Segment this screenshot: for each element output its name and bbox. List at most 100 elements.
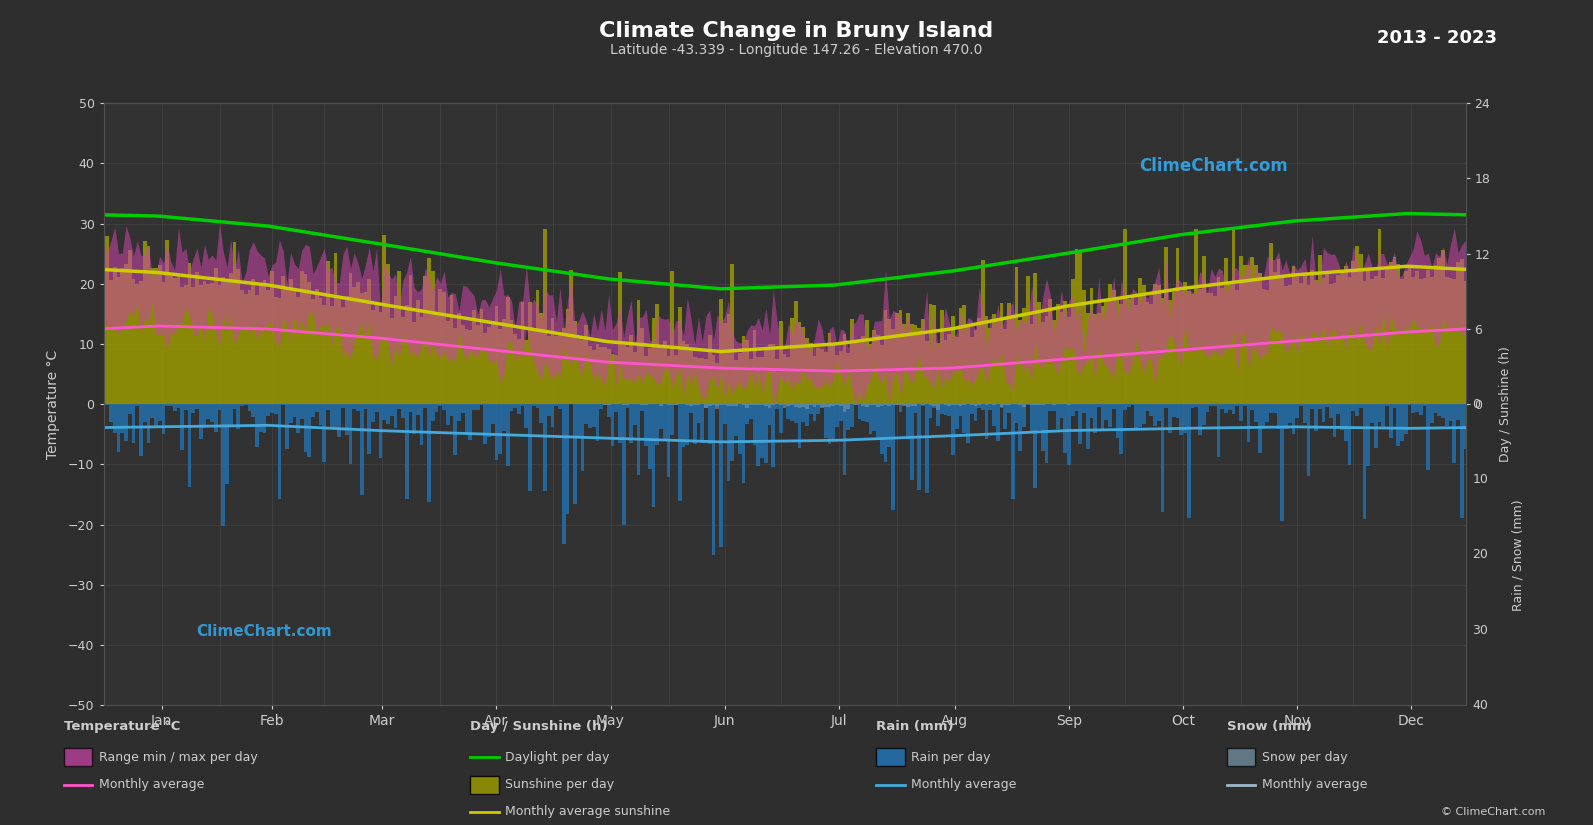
Bar [1356,404,1359,416]
Bar [1161,404,1164,512]
Bar [604,404,607,405]
Bar [196,404,199,408]
Bar [1018,404,1023,450]
Bar [1265,404,1270,422]
Bar [585,326,588,404]
Bar [992,404,996,405]
Bar [483,332,487,404]
Bar [1231,230,1236,404]
Bar [1142,285,1145,404]
Bar [621,404,626,525]
Bar [1317,256,1322,404]
Bar [1231,404,1236,414]
Bar [196,272,199,404]
Bar [1392,257,1397,404]
Bar [679,307,682,404]
Bar [959,308,962,404]
Bar [1086,404,1090,449]
Bar [1000,303,1004,404]
Bar [965,404,970,443]
Bar [386,404,390,423]
Bar [1262,404,1265,428]
Bar [693,357,696,404]
Bar [143,241,147,404]
Bar [1295,404,1298,418]
Bar [424,276,427,404]
Bar [577,339,580,404]
Bar [718,404,723,546]
Bar [460,404,465,412]
Bar [446,321,449,404]
Bar [185,285,188,404]
Bar [155,267,158,404]
Bar [1137,277,1142,404]
Bar [304,404,307,451]
Bar [150,404,155,418]
Bar [593,404,596,427]
Bar [667,404,671,405]
Bar [1411,277,1415,404]
Text: Rain per day: Rain per day [911,751,991,764]
Bar [213,268,218,404]
Bar [524,404,529,428]
Bar [970,337,973,404]
Bar [357,404,360,411]
Bar [1101,404,1104,429]
Bar [180,404,185,450]
Bar [1104,404,1109,420]
Bar [918,328,921,404]
Bar [121,268,124,404]
Bar [820,349,824,404]
Bar [580,340,585,404]
Bar [1067,404,1070,464]
Bar [1168,404,1172,433]
Bar [1161,298,1164,404]
Bar [266,404,271,416]
Bar [865,404,868,422]
Bar [954,404,959,405]
Bar [532,328,535,404]
Bar [333,404,338,428]
Bar [393,404,397,428]
Y-axis label: Temperature °C: Temperature °C [46,350,59,459]
Bar [1464,281,1467,404]
Bar [1276,404,1281,430]
Bar [460,325,465,404]
Bar [948,404,951,416]
Bar [776,404,779,409]
Bar [959,404,962,406]
Bar [884,404,887,405]
Bar [610,354,615,404]
Bar [879,404,884,407]
Bar [951,404,954,455]
Bar [558,334,562,404]
Bar [674,356,679,404]
Bar [779,321,782,404]
Bar [427,258,432,404]
Bar [857,404,862,419]
Bar [315,404,319,412]
Bar [1442,404,1445,418]
Bar [322,305,327,404]
Bar [207,404,210,419]
Bar [1168,299,1172,404]
Bar [1236,404,1239,406]
Bar [255,295,258,404]
Bar [768,404,771,408]
Bar [1051,320,1056,404]
Bar [873,404,876,431]
Bar [943,340,948,404]
Bar [996,404,1000,441]
Bar [172,278,177,404]
Bar [1012,404,1015,499]
Text: Range min / max per day: Range min / max per day [99,751,258,764]
Bar [401,404,405,417]
Bar [1287,404,1292,422]
Bar [921,318,926,404]
Bar [110,280,113,404]
Bar [1123,229,1126,404]
Bar [432,404,435,422]
Bar [599,346,604,404]
Bar [311,299,315,404]
Bar [1251,404,1254,410]
